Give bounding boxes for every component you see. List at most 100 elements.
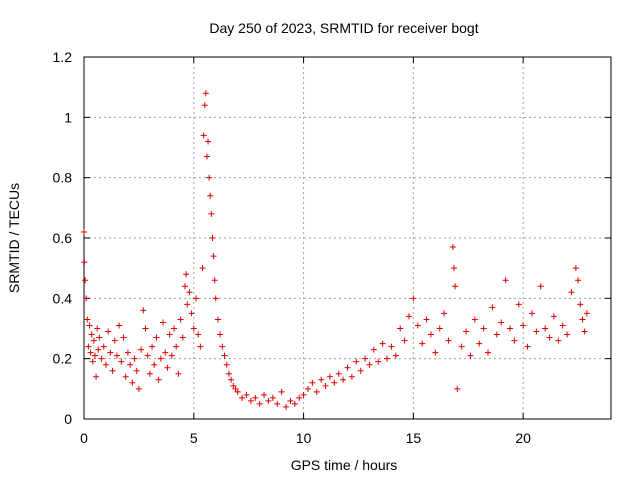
data-point [122,373,129,380]
data-point [223,361,230,368]
data-point [138,346,145,353]
data-point [480,325,487,332]
data-point [476,340,483,347]
data-point [144,352,151,359]
data-point [184,301,191,308]
data-point [87,349,94,356]
data-point [300,391,307,398]
data-point [579,316,586,323]
data-point [252,394,259,401]
data-point [173,343,180,350]
data-point [559,322,566,329]
data-point [296,394,303,401]
data-point [129,379,136,386]
data-point [206,174,213,181]
axis-ticks [83,56,611,420]
data-point [502,277,509,284]
data-point [432,349,439,356]
data-point [183,271,190,278]
data-point [397,325,404,332]
data-point [228,376,235,383]
data-point [269,394,276,401]
data-point [353,358,360,365]
data-point [153,334,160,341]
data-point [91,352,98,359]
chart-title: Day 250 of 2023, SRMTID for receiver bog… [209,20,478,36]
data-point [89,358,96,365]
data-point [212,295,219,302]
data-point [313,388,320,395]
data-point [583,310,590,317]
data-point [283,403,290,410]
data-point [450,265,457,272]
data-point [564,331,571,338]
data-point [304,385,311,392]
data-point [427,331,434,338]
data-point [388,343,395,350]
data-point [572,265,579,272]
data-point [458,343,465,350]
data-point [274,400,281,407]
data-point [116,322,123,329]
data-point [370,346,377,353]
data-point [467,352,474,359]
data-point [209,235,216,241]
data-point [239,394,246,401]
tick-labels: 0 5 10 15 20 0 0.2 0.4 0.6 0.8 1 1.2 [53,49,532,446]
data-point [135,385,142,392]
data-point [211,277,218,284]
y-tick-label: 0 [64,411,72,427]
data-point [160,319,167,326]
data-point [202,90,209,97]
data-point [449,244,456,251]
data-point [291,400,298,407]
data-point [175,370,182,377]
data-point [100,343,107,350]
data-point [219,343,226,350]
data-point [96,334,103,341]
data-point [243,391,250,398]
data-point [247,397,254,404]
data-point [151,361,158,368]
data-point [489,304,496,311]
data-point [120,334,127,341]
y-tick-label: 0.6 [53,230,73,246]
data-point [182,283,189,290]
data-point [140,307,147,314]
grid-lines [84,57,611,419]
data-point [375,358,382,365]
data-point [278,388,285,395]
data-point [357,367,364,374]
data-point [93,373,100,380]
data-point [124,349,131,356]
data-point [166,331,173,338]
data-point [445,337,452,344]
y-tick-label: 1.2 [53,49,73,65]
data-point [201,102,208,109]
data-point [511,337,518,344]
data-point [379,340,386,347]
data-point [98,355,105,362]
data-point [577,301,584,308]
data-point [133,367,140,374]
plot-frame [83,56,612,420]
data-point [177,316,184,323]
x-tick-label: 20 [515,430,531,446]
data-point [200,132,207,139]
data-point [550,313,557,320]
data-point [186,289,193,296]
y-axis-label: SRMTID / TECUs [6,183,22,293]
data-point [179,334,186,341]
data-point [205,138,212,145]
data-point [105,328,112,335]
data-point [113,352,120,359]
data-point [542,325,549,332]
x-tick-label: 10 [296,430,312,446]
data-point [88,331,95,338]
data-point [95,346,102,353]
data-point [256,400,263,407]
y-tick-label: 1 [64,109,72,125]
data-points [81,90,590,410]
data-point [414,322,421,329]
x-tick-label: 5 [190,430,198,446]
